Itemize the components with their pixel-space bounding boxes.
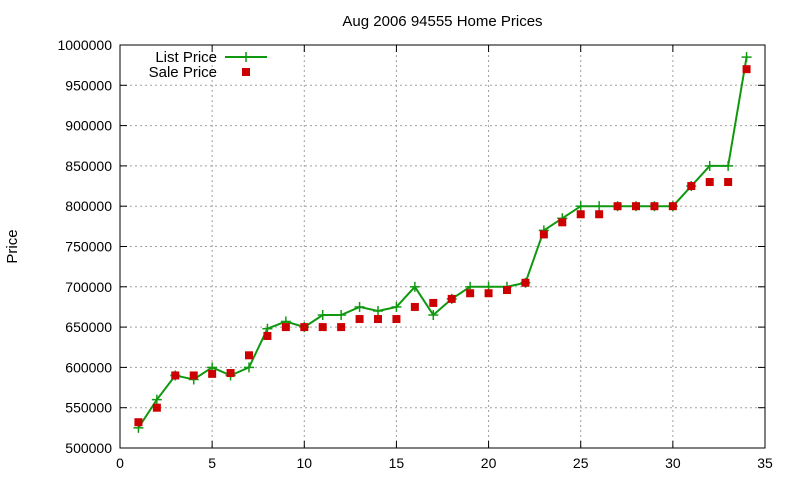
data-point-plus [244,362,254,373]
x-tick-label: 25 [573,455,589,471]
data-point-square [355,315,364,324]
data-point-square [281,323,290,332]
data-point-plus [723,160,734,171]
data-point-square [742,65,751,74]
x-tick-label: 35 [757,455,773,471]
data-point-square [558,218,567,227]
data-point-square [595,210,604,219]
data-point-square [392,315,401,324]
y-tick-label: 850000 [65,158,112,174]
data-point-plus [373,305,383,316]
data-point-square [668,202,677,211]
data-point-square [300,323,309,332]
x-tick-label: 10 [296,455,312,471]
x-tick-label: 20 [481,455,497,471]
y-axis-label: Price [4,229,21,263]
data-point-square [245,351,253,360]
legend-label: Sale Price [149,64,217,81]
y-tick-label: 950000 [65,77,112,93]
data-point-square [410,302,419,311]
data-point-plus [594,201,605,212]
data-point-square [650,202,659,211]
series-0 [133,52,752,433]
data-point-square [705,178,714,187]
y-tick-label: 700000 [65,279,112,295]
data-point-square [576,210,585,219]
data-point-plus [391,301,402,312]
data-point-plus [575,201,586,212]
data-point-square [484,289,493,298]
x-tick-label: 15 [389,455,405,471]
legend-label: List Price [155,49,217,66]
y-tick-label: 550000 [65,400,112,416]
data-point-square [337,323,346,332]
data-point-square [263,331,272,340]
data-point-plus [741,52,752,63]
y-tick-label: 600000 [65,359,112,375]
x-tick-label: 5 [208,455,216,471]
data-point-plus [151,394,162,405]
legend-marker-plus [241,52,251,62]
data-point-square [374,315,382,324]
data-point-square [447,294,456,303]
y-tick-label: 650000 [65,319,112,335]
data-point-square [171,371,180,380]
tick-labels: 0 5 10 15 20 25 30 35 500000 550000 600000 650000 70… [57,37,773,471]
y-tick-label: 900000 [65,118,112,134]
data-point-square [208,369,217,378]
data-point-plus [317,310,328,321]
data-point-square [318,323,327,332]
data-point-plus [704,160,715,171]
data-point-square [152,403,161,412]
data-point-square [189,371,198,380]
series-group [133,52,752,433]
series-1 [134,65,751,427]
data-point-square [429,298,438,307]
plot-area-frame [119,44,766,449]
series-line [137,56,748,429]
data-point-square [466,289,475,298]
y-tick-label: 500000 [65,440,112,456]
data-point-square [632,202,640,211]
y-tick-label: 750000 [65,239,112,255]
legend-marker-square [242,68,250,76]
chart-title: Aug 2006 94555 Home Prices [342,13,542,30]
data-point-plus [336,310,347,321]
data-point-plus [354,301,365,312]
data-point-plus [409,281,420,292]
x-tick-label: 30 [665,455,681,471]
data-point-square [226,369,235,378]
data-point-square [613,202,622,211]
data-point-square [539,230,548,239]
data-point-square [521,278,530,287]
data-point-plus [428,310,439,321]
x-tick-label: 0 [116,455,124,471]
grid-lines [120,45,765,448]
y-tick-label: 1000000 [57,37,112,53]
data-point-square [687,182,696,191]
data-point-square [503,286,511,295]
y-tick-label: 800000 [65,198,112,214]
data-point-square [134,418,143,427]
data-point-square [724,178,733,187]
